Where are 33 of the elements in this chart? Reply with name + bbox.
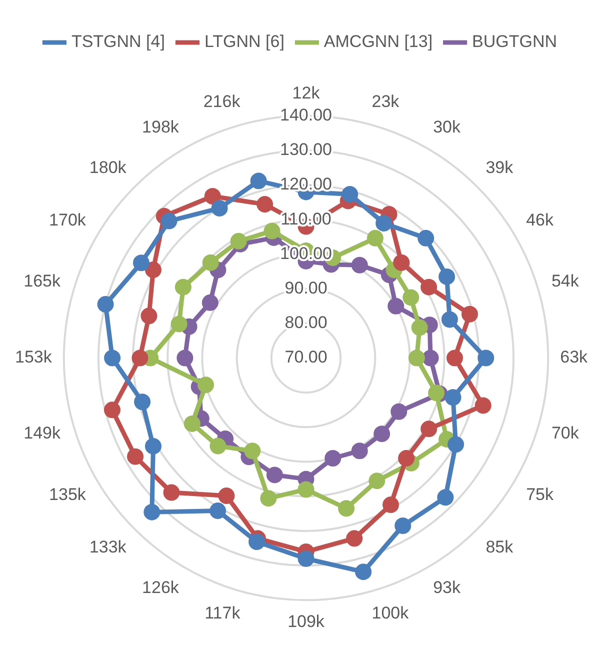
spoke-label: 216k	[203, 92, 241, 112]
spoke-label: 126k	[142, 578, 180, 597]
legend-label: LTGNN [6]	[204, 32, 284, 52]
y-tick-label: 70.00	[284, 348, 328, 367]
spoke-label: 85k	[486, 538, 514, 557]
legend-label: BUGTGNN	[472, 32, 558, 52]
legend-label: TSTGNN [4]	[71, 32, 165, 52]
spoke-label: 100k	[372, 603, 410, 622]
legend-label: AMCGNN [13]	[324, 32, 433, 52]
y-tick-label: 80.00	[284, 313, 328, 332]
spoke-label: 63k	[560, 348, 588, 367]
spoke-label: 153k	[14, 348, 52, 367]
spoke-label: 170k	[49, 210, 86, 230]
spoke-label: 93k	[433, 578, 461, 597]
y-tick-label: 140.00	[280, 106, 332, 125]
spoke-label: 12k	[292, 83, 320, 102]
spoke-label: 149k	[24, 424, 62, 443]
spoke-label: 135k	[49, 484, 86, 504]
spoke-label: 54k	[551, 272, 580, 291]
spoke-label: 30k	[433, 117, 461, 136]
spoke-label: 198k	[142, 117, 180, 136]
spoke-label: 39k	[486, 158, 514, 177]
spoke-label: 75k	[526, 484, 554, 504]
spoke-label: 70k	[551, 424, 580, 443]
y-tick-label: 130.00	[280, 140, 332, 160]
y-tick-label: 90.00	[284, 278, 328, 298]
spoke-label: 165k	[24, 272, 62, 291]
spoke-label: 117k	[204, 603, 241, 622]
spoke-label: 46k	[526, 210, 554, 230]
spoke-label: 180k	[89, 158, 127, 177]
spoke-label: 133k	[89, 538, 127, 557]
spoke-label: 23k	[372, 92, 400, 112]
spoke-label: 109k	[288, 612, 325, 632]
